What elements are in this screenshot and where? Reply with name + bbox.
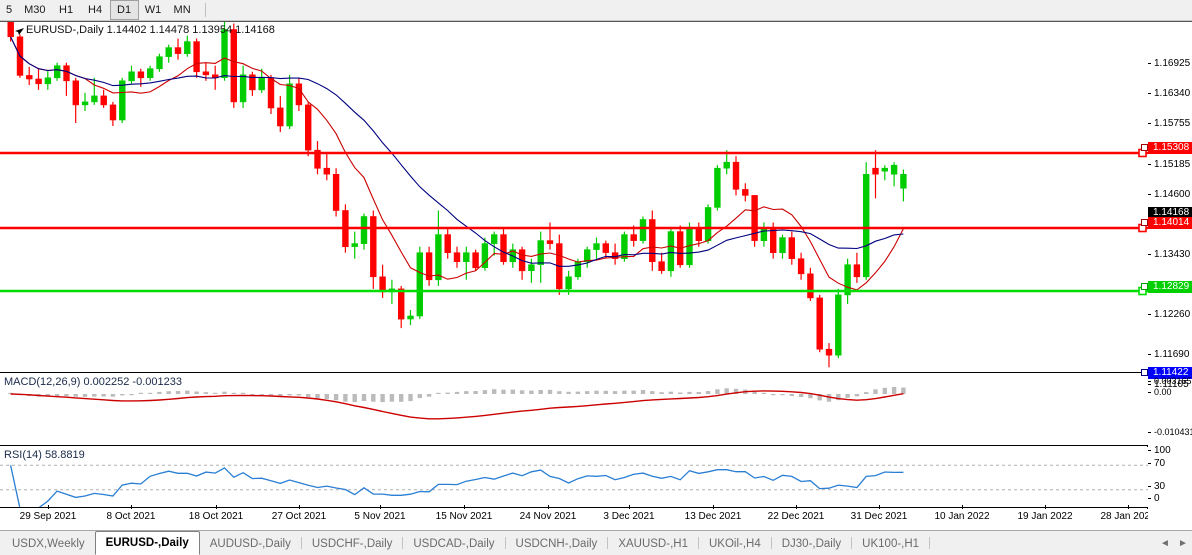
timeframe-toolbar: 5 M30 H1 H4 D1 W1 MN	[0, 0, 1192, 21]
price-level-badge-red[interactable]: 1.14014	[1141, 217, 1192, 229]
price-axis-tick: 1.11105	[1148, 378, 1192, 391]
chart-frame: EURUSD-,Daily 1.14402 1.14478 1.13954 1.…	[0, 21, 1192, 531]
chart-tab-bar: USDX,Weekly EURUSD-,Daily AUDUSD-,Daily USD…	[0, 530, 1192, 555]
chart-tab-usdcnh-daily[interactable]: USDCNH-,Daily	[515, 538, 598, 550]
macd-axis-tick: 0.003165	[1148, 375, 1192, 388]
timeframe-button-mn[interactable]: MN	[173, 4, 191, 16]
macd-indicator-chart	[8, 387, 906, 420]
toolbar-empty-area	[212, 0, 1192, 20]
timeframe-button-h1[interactable]: H1	[59, 4, 74, 16]
date-axis-tick	[216, 505, 217, 509]
price-axis[interactable]: 1.16925 1.16340 1.15755 1.15185 1.14600 1.134…	[1141, 22, 1192, 531]
tab-bar-spacer	[930, 531, 1156, 555]
macd-axis-tick: 0.00	[1148, 386, 1192, 399]
chart-tab-ukoil-h4[interactable]: UKOil-,H4	[708, 538, 761, 550]
tab-scroll-prev-icon[interactable]: ◄	[1160, 537, 1170, 549]
timeframe-button-w1[interactable]: W1	[144, 4, 162, 16]
date-axis-label: 31 Dec 2021	[850, 511, 908, 522]
date-axis-label: 27 Oct 2021	[271, 511, 327, 522]
chart-tab-xauusd-h1[interactable]: XAUUSD-,H1	[618, 538, 688, 550]
date-axis-tick	[299, 505, 300, 509]
rsi-axis-tick: 100	[1148, 444, 1192, 457]
price-axis-tick: 1.15185	[1148, 158, 1192, 171]
tab-separator	[697, 537, 699, 549]
price-level-badge-green[interactable]: 1.12829	[1141, 281, 1192, 293]
timeframe-button-d1[interactable]: D1	[109, 0, 139, 20]
date-axis-label: 3 Dec 2021	[603, 511, 655, 522]
date-axis-label: 28 Jan 2022	[1100, 511, 1156, 522]
date-axis-tick	[380, 505, 381, 509]
chart-tab-audusd-daily[interactable]: AUDUSD-,Daily	[209, 538, 291, 550]
chart-tab-usdchf-daily[interactable]: USDCHF-,Daily	[311, 538, 393, 550]
price-axis-tick: 1.13430	[1148, 248, 1192, 261]
price-axis-tick: 1.12260	[1148, 308, 1192, 321]
date-axis-label: 5 Nov 2021	[354, 511, 406, 522]
toolbar-separator	[204, 3, 206, 17]
candlestick-chart	[0, 22, 1148, 368]
date-axis-tick	[796, 505, 797, 509]
level-handle-marker[interactable]	[1141, 283, 1148, 290]
tab-separator	[607, 537, 609, 549]
price-axis-tick: 1.15755	[1148, 117, 1192, 130]
crosshair-cursor-icon	[15, 28, 24, 35]
chart-tab-usdcad-daily[interactable]: USDCAD-,Daily	[413, 538, 495, 550]
price-axis-tick: 1.16925	[1148, 57, 1192, 70]
macd-pane[interactable]: MACD(12,26,9) 0.002252 -0.001233	[0, 374, 1148, 446]
chart-tab-uk100-h1[interactable]: UK100-,H1	[862, 538, 920, 550]
date-axis-tick	[464, 505, 465, 509]
timeframe-button-h4[interactable]: H4	[88, 4, 103, 16]
price-level-badge-black[interactable]: 1.14168	[1148, 207, 1192, 219]
price-pane[interactable]: EURUSD-,Daily 1.14402 1.14478 1.13954 1.…	[0, 22, 1148, 373]
date-axis-label: 13 Dec 2021	[684, 511, 742, 522]
price-axis-tick: 1.14600	[1148, 188, 1192, 201]
level-handle-marker[interactable]	[1141, 219, 1148, 226]
rsi-axis-tick: 0	[1148, 492, 1192, 505]
date-axis-label: 15 Nov 2021	[435, 511, 493, 522]
date-axis-label: 29 Sep 2021	[19, 511, 77, 522]
chart-tab-dj30-daily[interactable]: DJ30-,Daily	[781, 538, 842, 550]
date-axis-tick	[1045, 505, 1046, 509]
rsi-indicator-chart	[0, 464, 1148, 507]
timeframe-button-m5[interactable]: 5	[6, 4, 13, 16]
rsi-pane[interactable]: RSI(14) 58.8819	[0, 447, 1148, 508]
tab-scroll-next-icon[interactable]: ►	[1178, 537, 1188, 549]
chart-tab-eurusd-daily[interactable]: EURUSD-,Daily	[94, 531, 200, 555]
date-axis: 29 Sep 2021 8 Oct 2021 18 Oct 2021 27 Oct 2…	[0, 505, 1192, 531]
price-axis-tick: 1.11690	[1148, 348, 1192, 361]
date-axis-label: 19 Jan 2022	[1017, 511, 1073, 522]
chart-plot-area[interactable]: EURUSD-,Daily 1.14402 1.14478 1.13954 1.…	[0, 22, 1192, 531]
tab-separator	[770, 537, 772, 549]
level-handle-marker[interactable]	[1141, 369, 1148, 376]
price-axis-tick: 1.16340	[1148, 87, 1192, 100]
date-axis-label: 24 Nov 2021	[519, 511, 577, 522]
timeframe-button-m30[interactable]: M30	[24, 4, 46, 16]
date-axis-tick	[879, 505, 880, 509]
date-axis-tick	[548, 505, 549, 509]
macd-axis-tick: -0.010431	[1148, 426, 1192, 439]
price-level-badge-red[interactable]: 1.15308	[1141, 142, 1192, 154]
date-axis-label: 8 Oct 2021	[106, 511, 156, 522]
date-axis-tick	[1128, 505, 1129, 509]
rsi-axis-tick: 70	[1148, 457, 1192, 470]
tab-separator	[851, 537, 853, 549]
tab-separator	[929, 537, 931, 549]
date-axis-tick	[962, 505, 963, 509]
tab-separator	[300, 537, 302, 549]
rsi-axis-tick: 30	[1148, 480, 1192, 493]
tab-separator	[402, 537, 404, 549]
date-axis-label: 10 Jan 2022	[934, 511, 990, 522]
date-axis-tick	[131, 505, 132, 509]
date-axis-label: 22 Dec 2021	[767, 511, 825, 522]
chart-tab-usdx-weekly[interactable]: USDX,Weekly	[12, 538, 85, 550]
date-axis-tick	[48, 505, 49, 509]
price-level-badge-blue[interactable]: 1.11422	[1141, 367, 1192, 379]
date-axis-tick	[629, 505, 630, 509]
date-axis-label: 18 Oct 2021	[188, 511, 244, 522]
level-handle-marker[interactable]	[1141, 144, 1148, 151]
tab-separator	[504, 537, 506, 549]
date-axis-tick	[713, 505, 714, 509]
